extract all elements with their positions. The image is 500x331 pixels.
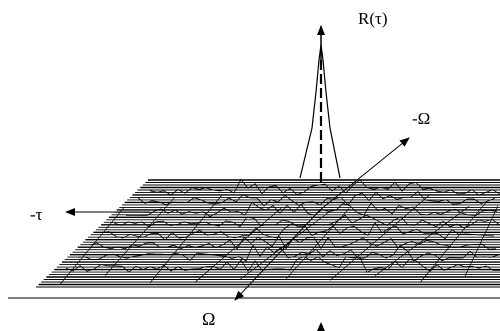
r-tau-label: R(τ)	[358, 9, 388, 28]
surface-wireframe-line	[419, 202, 486, 283]
surface-noise-trace	[126, 201, 498, 217]
surface-wireframe-line	[104, 197, 175, 276]
surface-wireframe-line	[239, 209, 333, 280]
surface-wireframe-line	[194, 206, 283, 283]
neg-omega-label: -Ω	[412, 109, 430, 128]
omega-axis-arrow	[319, 137, 410, 211]
bottom-arrow-tip	[317, 322, 325, 331]
neg-tau-label: -τ	[30, 205, 43, 224]
surface-wireframe-line	[59, 207, 125, 285]
surface-wireframe-line	[464, 205, 499, 277]
surface-wireframe-line	[284, 208, 350, 281]
neg-omega-axis-arrow	[234, 209, 321, 301]
surface-wireframe-line	[149, 194, 223, 284]
surface-noise-trace	[137, 191, 496, 207]
surface-noise-trace	[149, 178, 500, 196]
omega-label: Ω	[202, 309, 215, 329]
surface-noise-trace	[101, 221, 495, 241]
surface-wireframe-line	[329, 195, 430, 281]
surface-slices	[36, 179, 500, 288]
surface-noise-trace	[65, 256, 500, 273]
surface-noise-trace	[77, 244, 499, 262]
surface-wireframe-line	[374, 206, 470, 277]
